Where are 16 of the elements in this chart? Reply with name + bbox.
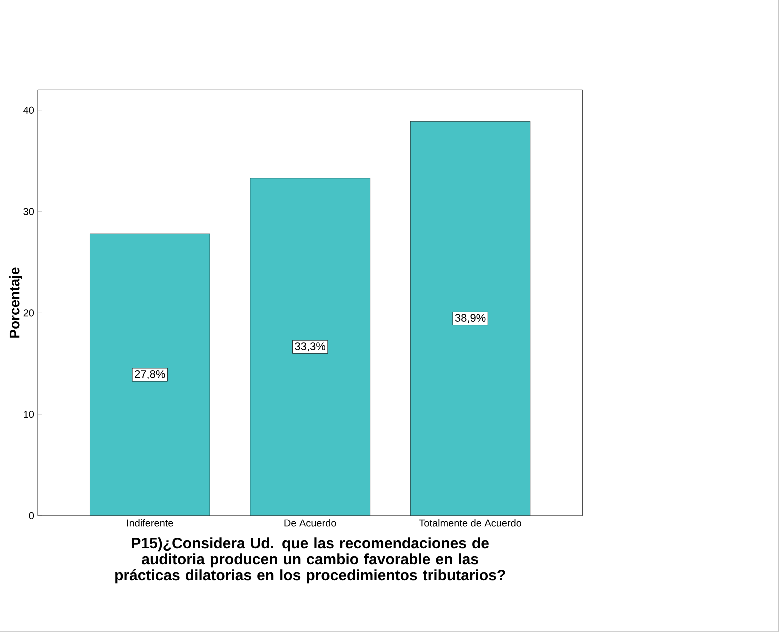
y-axis-title: Porcentaje bbox=[9, 268, 23, 338]
x-axis-title: P15)¿Considera Ud. que las recomendaciones de auditoria producen un cambio favorable en las prácticas dilatorias en los procedimientos tributarios? bbox=[116, 538, 506, 584]
bar bbox=[250, 178, 371, 516]
data-label: 27,8% bbox=[135, 370, 166, 380]
x-tick-label: De Acuerdo bbox=[284, 519, 336, 527]
x-tick-label: Totalmente de Acuerdo bbox=[419, 519, 522, 527]
x-tick-label: Indiferente bbox=[127, 519, 174, 527]
bar bbox=[90, 234, 210, 516]
y-tick-label: 30 bbox=[24, 208, 34, 216]
bar bbox=[410, 121, 531, 516]
data-label: 38,9% bbox=[455, 314, 486, 324]
y-tick-label: 0 bbox=[29, 512, 34, 520]
y-tick-label: 40 bbox=[24, 106, 34, 114]
y-tick-label: 10 bbox=[24, 410, 34, 418]
y-tick-label: 20 bbox=[24, 310, 34, 317]
data-label: 33,3% bbox=[295, 342, 326, 352]
